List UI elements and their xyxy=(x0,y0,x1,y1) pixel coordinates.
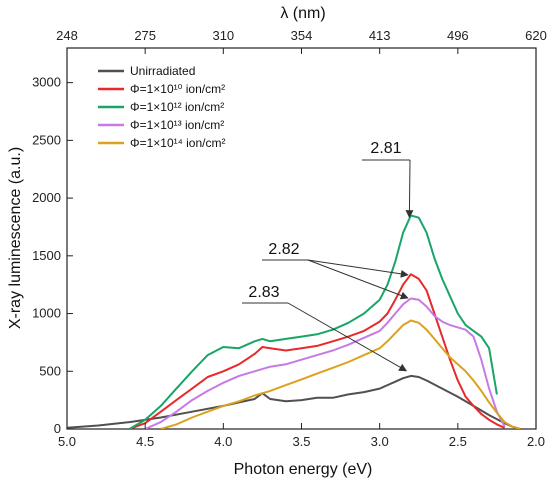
legend-label: Unirradiated xyxy=(130,64,195,78)
top-tick-label: 496 xyxy=(447,28,469,43)
legend-label: Φ=1×10¹² ion/cm² xyxy=(130,100,224,114)
series-line-0 xyxy=(67,374,521,429)
top-tick-label: 413 xyxy=(369,28,391,43)
x-tick-label: 5.0 xyxy=(58,434,76,449)
legend-label: Φ=1×10¹⁴ ion/cm² xyxy=(130,136,225,150)
x-tick-label: 3.5 xyxy=(292,434,310,449)
annotation-arrow xyxy=(307,259,409,300)
legend-label: Φ=1×10¹⁰ ion/cm² xyxy=(130,82,225,96)
top-tick-label: 620 xyxy=(525,28,547,43)
series-line-4 xyxy=(160,319,521,429)
y-tick-label: 1500 xyxy=(32,248,61,263)
legend-label: Φ=1×10¹³ ion/cm² xyxy=(130,118,224,132)
series-line-2 xyxy=(128,214,498,429)
x-axis-title: Photon energy (eV) xyxy=(234,461,373,478)
y-tick-label: 500 xyxy=(39,363,61,378)
x-tick-label: 4.0 xyxy=(214,434,232,449)
top-tick-label: 310 xyxy=(212,28,234,43)
peak-annotation-label: 2.83 xyxy=(248,284,279,301)
series-layer xyxy=(67,214,521,429)
annotation-arrow xyxy=(405,159,414,219)
y-axis-title: X-ray luminescence (a.u.) xyxy=(7,147,24,329)
x-tick-label: 2.5 xyxy=(449,434,467,449)
y-tick-label: 2500 xyxy=(32,132,61,147)
annotation-arrow xyxy=(287,302,408,372)
top-tick-label: 354 xyxy=(291,28,313,43)
peak-annotation-label: 2.82 xyxy=(268,241,299,258)
y-tick-label: 1000 xyxy=(32,306,61,321)
ticks-layer: 5.0 4.5 4.0 3.5 3.0 2.5 2.0 0 500 1000 1500 2000 250… xyxy=(32,28,547,449)
top-tick-label: 275 xyxy=(134,28,156,43)
series-line-3 xyxy=(144,297,506,429)
y-tick-label: 0 xyxy=(54,421,61,436)
top-tick-label: 248 xyxy=(56,28,78,43)
x-tick-label: 4.5 xyxy=(136,434,154,449)
legend: Unirradiated Φ=1×10¹⁰ ion/cm² Φ=1×10¹² ion… xyxy=(98,64,225,150)
series-line-1 xyxy=(129,273,506,429)
x-tick-label: 3.0 xyxy=(371,434,389,449)
peak-annotation-label: 2.81 xyxy=(370,140,401,157)
y-tick-label: 2000 xyxy=(32,190,61,205)
y-tick-label: 3000 xyxy=(32,75,61,90)
x-tick-label: 2.0 xyxy=(527,434,545,449)
annotation-layer: 2.81 2.82 2.83 xyxy=(242,140,414,372)
annotation-arrow xyxy=(307,259,409,278)
top-axis-title: λ (nm) xyxy=(280,5,325,22)
